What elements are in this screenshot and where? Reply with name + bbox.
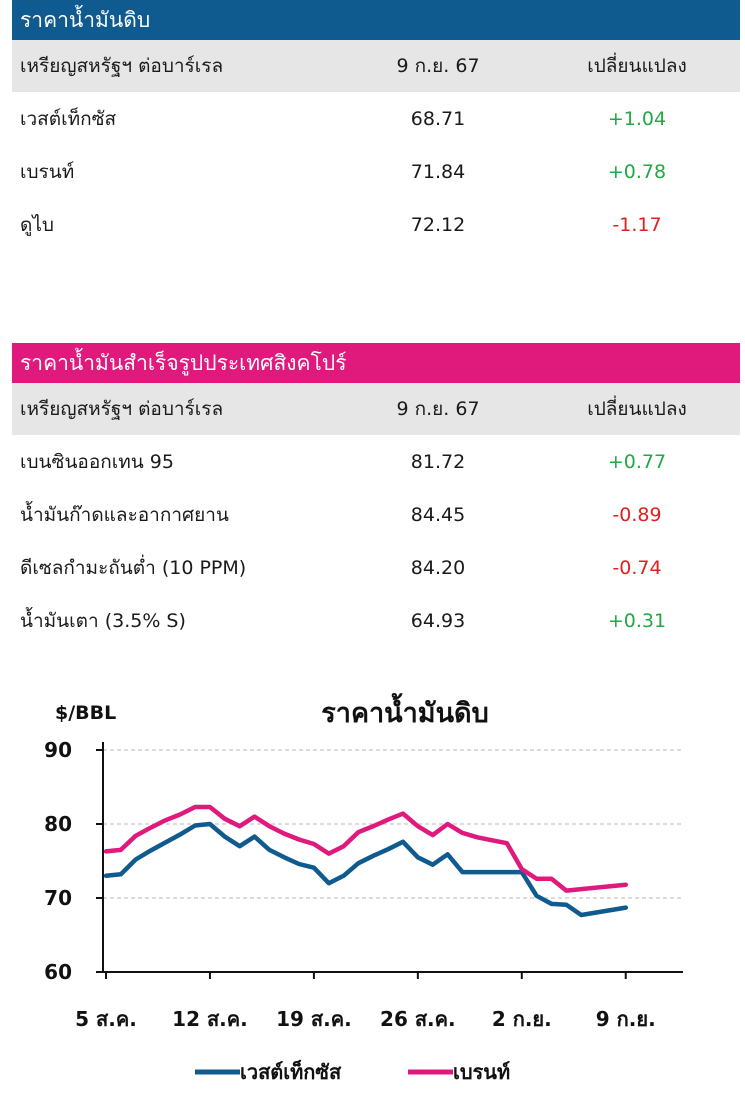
- table-row: เวสต์เท็กซัส 68.71 +1.04: [12, 92, 740, 145]
- series-line-brent: [103, 804, 629, 893]
- x-tick-label: 19 ส.ค.: [276, 1007, 352, 1031]
- y-tick-label: 90: [44, 738, 72, 762]
- crude-header-row: เหรียญสหรัฐฯ ต่อบาร์เรล 9 ก.ย. 67 เปลี่ย…: [12, 40, 740, 92]
- product-name: เบนซินออกเทน 95: [20, 450, 174, 473]
- product-change: -0.89: [612, 503, 662, 526]
- table-row: เบรนท์ 71.84 +0.78: [12, 145, 740, 198]
- product-name: ดูไบ: [20, 213, 54, 236]
- chart-grid: [103, 749, 683, 899]
- y-tick-label: 60: [44, 960, 72, 984]
- singapore-header-row: เหรียญสหรัฐฯ ต่อบาร์เรล 9 ก.ย. 67 เปลี่ย…: [12, 383, 740, 435]
- chart-series: [103, 804, 629, 918]
- crude-table: ราคาน้ำมันดิบ เหรียญสหรัฐฯ ต่อบาร์เรล 9 …: [12, 0, 740, 251]
- product-change: +0.77: [607, 450, 667, 473]
- singapore-header-label: เหรียญสหรัฐฯ ต่อบาร์เรล: [20, 398, 224, 420]
- product-change: -1.17: [612, 213, 662, 236]
- table-row: เบนซินออกเทน 95 81.72 +0.77: [12, 435, 740, 488]
- table-row: น้ำมันเตา (3.5% S) 64.93 +0.31: [12, 594, 740, 647]
- x-tick-label: 9 ก.ย.: [596, 1007, 656, 1031]
- crude-header-date: 9 ก.ย. 67: [396, 55, 480, 77]
- table-row: ดูไบ 72.12 -1.17: [12, 198, 740, 251]
- table-row: ดีเซลกำมะถันต่ำ (10 PPM) 84.20 -0.74: [12, 541, 740, 594]
- chart-axes: [102, 742, 683, 973]
- singapore-header-change: เปลี่ยนแปลง: [587, 398, 687, 420]
- y-tick-label: 80: [44, 812, 72, 836]
- product-name: น้ำมันเตา (3.5% S): [20, 609, 186, 632]
- product-name: ดีเซลกำมะถันต่ำ (10 PPM): [20, 556, 247, 579]
- legend-label-wti: เวสต์เท็กซัส: [240, 1059, 342, 1084]
- crude-banner: ราคาน้ำมันดิบ: [12, 0, 740, 40]
- product-price: 84.20: [410, 556, 466, 579]
- crude-header-label: เหรียญสหรัฐฯ ต่อบาร์เรล: [20, 55, 224, 77]
- product-name: เวสต์เท็กซัส: [20, 107, 117, 130]
- x-tick-label: 26 ส.ค.: [380, 1007, 456, 1031]
- product-price: 64.93: [410, 609, 466, 632]
- chart-title: ราคาน้ำมันดิบ: [321, 692, 488, 729]
- product-price: 81.72: [410, 450, 466, 473]
- crude-price-chart: $/BBL ราคาน้ำมันดิบ 60 70 80 90 5 ส.ค. 12 ส.ค…: [44, 692, 683, 1084]
- product-price: 71.84: [410, 160, 466, 183]
- x-tick-label: 5 ส.ค.: [75, 1007, 137, 1031]
- chart-ylabel: $/BBL: [55, 702, 116, 724]
- product-change: -0.74: [612, 556, 662, 579]
- product-change: +0.78: [607, 160, 667, 183]
- product-change: +0.31: [607, 609, 667, 632]
- x-tick-label: 2 ก.ย.: [492, 1007, 552, 1031]
- legend-label-brent: เบรนท์: [453, 1060, 510, 1084]
- product-price: 84.45: [410, 503, 466, 526]
- chart-ticks: 60 70 80 90 5 ส.ค. 12 ส.ค. 19 ส.ค. 26 ส.ค. 2 ก.ย…: [44, 738, 656, 1031]
- singapore-header-date: 9 ก.ย. 67: [396, 398, 480, 420]
- singapore-table: ราคาน้ำมันสำเร็จรูปประเทศสิงคโปร์ เหรียญ…: [12, 343, 740, 647]
- product-price: 68.71: [410, 107, 466, 130]
- y-tick-label: 70: [44, 886, 72, 910]
- product-change: +1.04: [607, 107, 667, 130]
- series-line-wti: [103, 821, 629, 918]
- singapore-banner: ราคาน้ำมันสำเร็จรูปประเทศสิงคโปร์: [12, 343, 740, 383]
- product-price: 72.12: [410, 213, 466, 236]
- table-row: น้ำมันก๊าดและอากาศยาน 84.45 -0.89: [12, 488, 740, 541]
- product-name: เบรนท์: [20, 160, 75, 183]
- crude-header-change: เปลี่ยนแปลง: [587, 55, 687, 77]
- chart-legend: เวสต์เท็กซัส เบรนท์: [195, 1059, 510, 1084]
- x-tick-label: 12 ส.ค.: [172, 1007, 248, 1031]
- product-name: น้ำมันก๊าดและอากาศยาน: [20, 503, 229, 526]
